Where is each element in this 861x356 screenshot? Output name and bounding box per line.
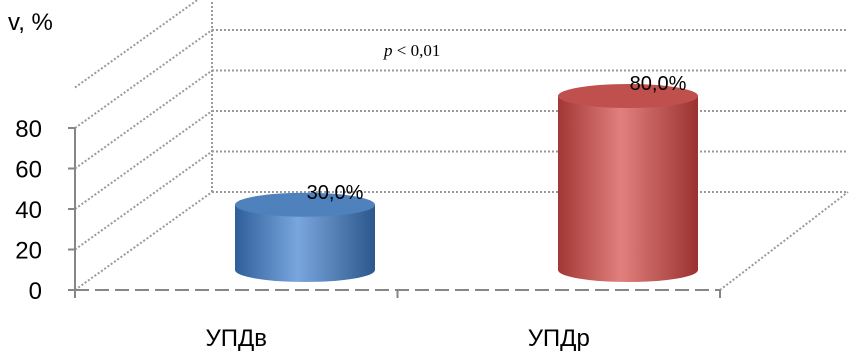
p-symbol: p (383, 41, 393, 60)
y-tick-label: 0 (29, 278, 42, 305)
side-gridline (74, 29, 213, 129)
floor-right-edge (719, 191, 849, 291)
bars (235, 84, 698, 282)
side-gridline (74, 150, 213, 251)
bar-top (235, 192, 375, 217)
category-labels: УПДв УПДр (206, 325, 590, 352)
y-tick-label: 80 (15, 116, 42, 143)
data-labels: 30,0% 80,0% (307, 73, 687, 204)
data-label: 80,0% (630, 73, 687, 95)
bar-cylinder (235, 192, 375, 282)
bar-cylinder (558, 84, 698, 282)
axes (68, 127, 721, 298)
bar-body (235, 204, 375, 282)
data-label: 30,0% (307, 182, 364, 204)
p-condition: < 0,01 (393, 41, 441, 60)
y-tick-label: 20 (15, 238, 42, 265)
significance-annotation: p < 0,01 (383, 41, 440, 60)
y-tick-label: 40 (15, 197, 42, 224)
bar-top (558, 84, 698, 108)
side-gridline (74, 0, 200, 89)
side-gridline (74, 69, 213, 170)
floor-plane (719, 191, 849, 291)
y-tick-labels: 0 20 40 60 80 (15, 116, 42, 305)
category-label: УПДв (206, 325, 268, 352)
side-gridline (74, 110, 213, 210)
category-label: УПДр (528, 325, 590, 352)
bar-body (558, 96, 698, 282)
y-axis-label: v, % (8, 9, 53, 36)
back-wall-grid (211, 0, 848, 193)
side-wall-grid (74, 0, 213, 291)
side-gridline (74, 191, 213, 291)
y-tick-label: 60 (15, 157, 42, 184)
